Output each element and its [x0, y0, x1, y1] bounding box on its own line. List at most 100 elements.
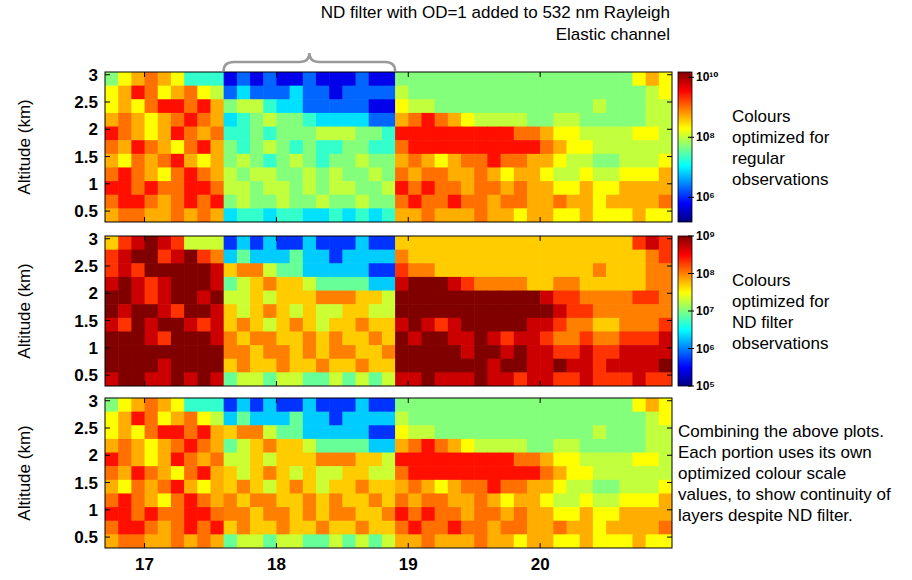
heatmap-cell — [145, 195, 159, 209]
x-tick — [408, 398, 409, 403]
y-tick — [667, 238, 672, 239]
heatmap-cell — [356, 263, 370, 277]
heatmap-cell — [158, 345, 172, 359]
x-tick — [408, 236, 409, 241]
heatmap-cell — [131, 398, 145, 412]
heatmap-cell — [408, 412, 422, 426]
colorbar-tick — [688, 197, 694, 198]
panel-annotation-line: values, to show continuity of — [678, 485, 891, 504]
heatmap-cell — [501, 372, 515, 386]
heatmap-cell — [197, 99, 211, 113]
heatmap-cell — [606, 521, 620, 535]
heatmap-cell — [158, 291, 172, 305]
heatmap-cell — [316, 250, 330, 264]
heatmap-cell — [197, 291, 211, 305]
heatmap-cell — [145, 480, 159, 494]
heatmap-cell — [632, 86, 646, 100]
heatmap-cell — [461, 480, 475, 494]
heatmap-cell — [276, 113, 290, 127]
colorbar-tick — [688, 77, 694, 78]
heatmap-cell — [421, 208, 435, 222]
heatmap-cell — [395, 140, 409, 154]
heatmap-cell — [514, 493, 528, 507]
heatmap-cell — [606, 318, 620, 332]
heatmap-cell — [158, 72, 172, 86]
heatmap-cell — [197, 86, 211, 100]
y-tick-label: 2 — [89, 284, 98, 303]
y-tick — [667, 129, 672, 130]
x-tick — [276, 398, 277, 403]
heatmap-cell — [540, 263, 554, 277]
heatmap-cell — [487, 493, 501, 507]
heatmap-cell — [329, 345, 343, 359]
heatmap-cell — [632, 263, 646, 277]
heatmap-cell — [158, 263, 172, 277]
heatmap-cell — [171, 359, 185, 373]
heatmap-cell — [263, 480, 277, 494]
heatmap-cell — [421, 453, 435, 467]
background — [0, 0, 912, 580]
x-tick — [276, 72, 277, 77]
y-tick — [105, 509, 110, 510]
heatmap-cell — [474, 534, 488, 548]
heatmap-cell — [619, 291, 633, 305]
heatmap-cell — [290, 113, 304, 127]
heatmap-cell — [329, 127, 343, 141]
heatmap-cell — [593, 236, 607, 250]
heatmap-cell — [593, 304, 607, 318]
heatmap-cell — [369, 263, 383, 277]
heatmap-cell — [369, 154, 383, 168]
y-tick — [105, 400, 110, 401]
heatmap-cell — [171, 345, 185, 359]
heatmap-cell — [501, 181, 515, 195]
heatmap-cell — [487, 263, 501, 277]
heatmap-cell — [408, 453, 422, 467]
heatmap-cell — [197, 304, 211, 318]
heatmap-cell — [461, 372, 475, 386]
heatmap-cell — [303, 86, 317, 100]
heatmap-cell — [474, 181, 488, 195]
heatmap-cell — [263, 466, 277, 480]
heatmap-cell — [329, 154, 343, 168]
heatmap-cell — [540, 318, 554, 332]
heatmap-cell — [527, 331, 541, 345]
y-axis-title: Altitude (km) — [15, 99, 34, 194]
heatmap-cell — [659, 113, 672, 127]
y-tick — [105, 293, 110, 294]
heatmap-cell — [105, 99, 119, 113]
heatmap-cell — [237, 439, 251, 453]
heatmap-cell — [474, 236, 488, 250]
heatmap-cell — [276, 521, 290, 535]
heatmap-cell — [553, 372, 567, 386]
heatmap-cell — [224, 99, 238, 113]
heatmap-cell — [659, 534, 672, 548]
heatmap-cell — [540, 372, 554, 386]
heatmap-cell — [224, 398, 238, 412]
heatmap-cell — [224, 208, 238, 222]
heatmap-cell — [171, 208, 185, 222]
heatmap-cell — [356, 507, 370, 521]
heatmap-cell — [329, 195, 343, 209]
heatmap-cell — [171, 195, 185, 209]
heatmap-cell — [237, 453, 251, 467]
heatmap-cell — [342, 534, 356, 548]
heatmap-cell — [461, 291, 475, 305]
heatmap-cell — [197, 359, 211, 373]
heatmap-cell — [224, 86, 238, 100]
heatmap-cell — [461, 99, 475, 113]
heatmap-cell — [619, 439, 633, 453]
heatmap-cell — [118, 277, 132, 291]
heatmap-cell — [197, 521, 211, 535]
heatmap-cell — [197, 167, 211, 181]
heatmap-cell — [646, 250, 660, 264]
heatmap-cell — [263, 181, 277, 195]
heatmap-cell — [237, 72, 251, 86]
heatmap-cell — [263, 331, 277, 345]
heatmap-cell — [382, 72, 396, 86]
heatmap-cell — [435, 304, 449, 318]
heatmap-cell — [290, 99, 304, 113]
heatmap-cell — [501, 480, 515, 494]
heatmap-cell — [105, 72, 119, 86]
heatmap-cell — [553, 99, 567, 113]
heatmap-cell — [145, 466, 159, 480]
